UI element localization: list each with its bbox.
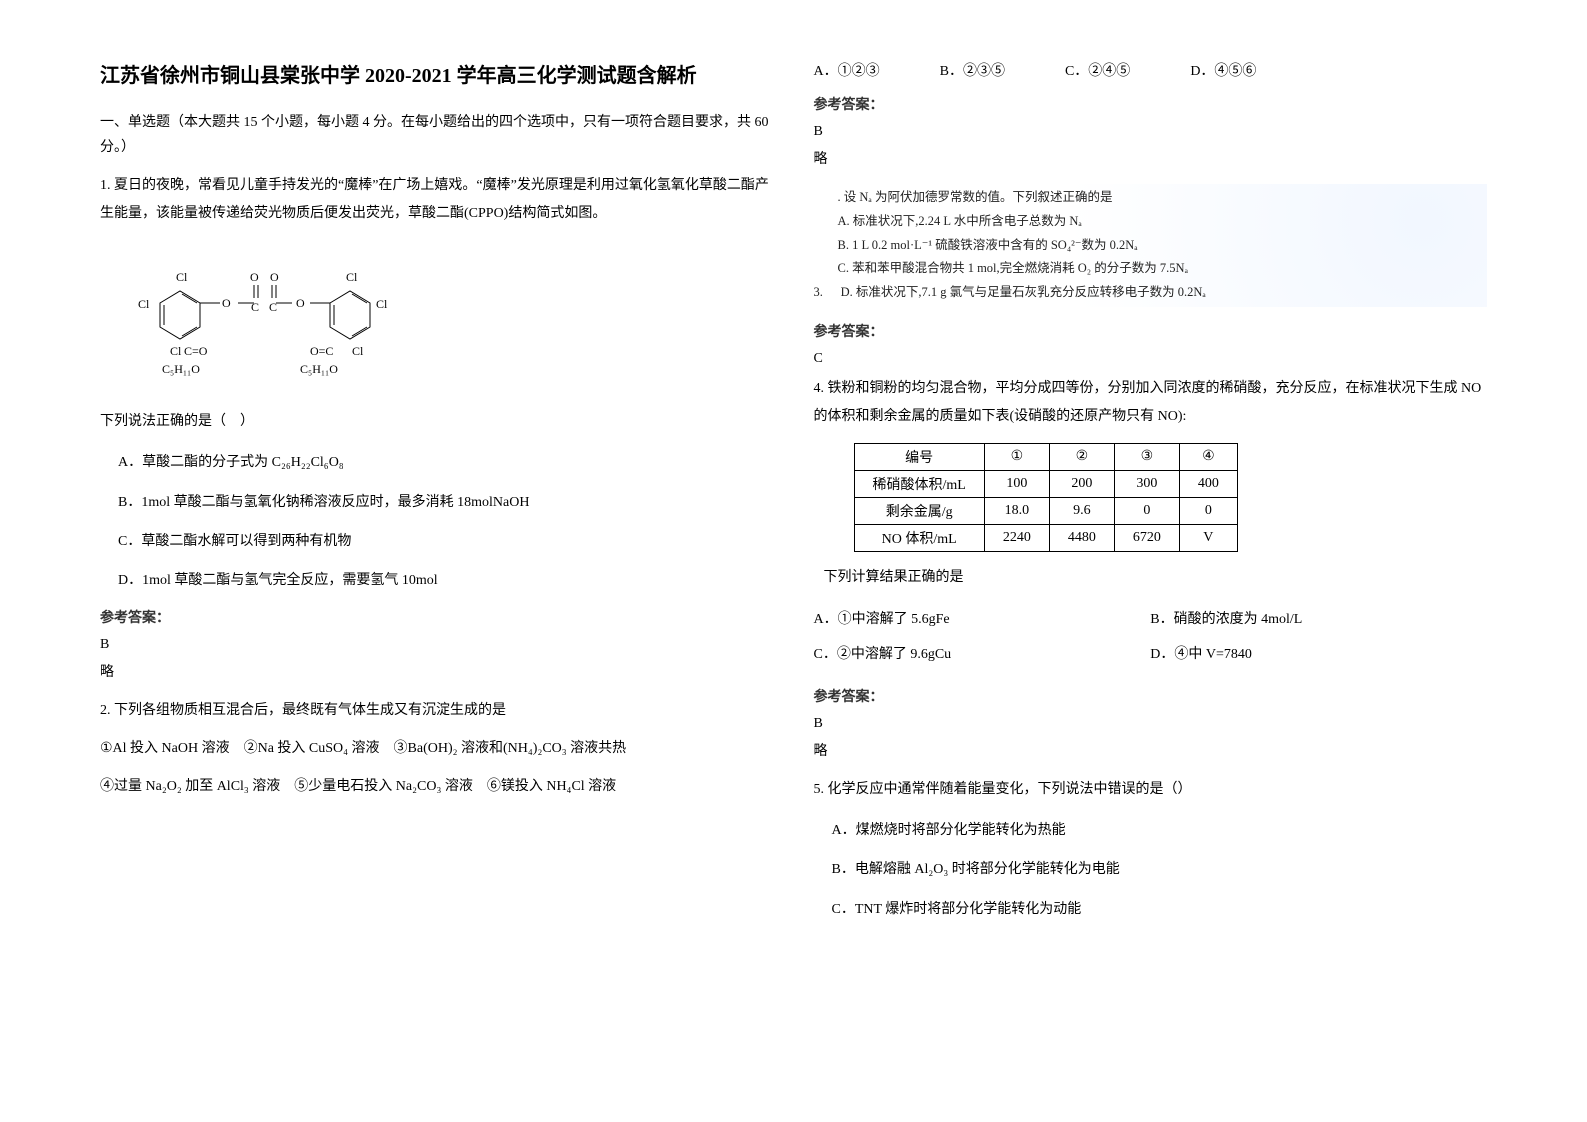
q1-option-b: B．1mol 草酸二酯与氢氧化钠稀溶液反应时，最多消耗 18molNaOH — [100, 490, 774, 515]
q4-option-d: D．④中 V=7840 — [1150, 637, 1487, 672]
table-cell: 稀硝酸体积/mL — [854, 470, 984, 497]
molecule-svg: Cl Cl Cl Cl Cl Cl O O C C O O C=O O=C — [120, 243, 420, 393]
q1-option-c: C．草酸二酯水解可以得到两种有机物 — [100, 529, 774, 554]
q2-choice-a: A．①②③ — [814, 60, 880, 80]
group-c5h11o: C₅H₁₁O — [300, 362, 338, 376]
answer-label: 参考答案： — [100, 607, 774, 627]
table-cell: 0 — [1114, 497, 1179, 524]
table-row: 剩余金属/g 18.0 9.6 0 0 — [854, 497, 1237, 524]
q2-choices: A．①②③ B．②③⑤ C．②④⑤ D．④⑤⑥ — [814, 60, 1488, 80]
q3-intro: . 设 Nₐ 为阿伏加德罗常数的值。下列叙述正确的是 — [838, 186, 1488, 210]
table-cell: 6720 — [1114, 524, 1179, 551]
table-cell: 剩余金属/g — [854, 497, 984, 524]
q3-index: 3. — [814, 281, 838, 305]
table-header: ① — [984, 443, 1049, 470]
table-header: ④ — [1179, 443, 1237, 470]
q4-note: 略 — [814, 740, 1488, 760]
q4-option-b: B．硝酸的浓度为 4mol/L — [1150, 602, 1487, 637]
q2-note: 略 — [814, 148, 1488, 168]
q4-table: 编号 ① ② ③ ④ 稀硝酸体积/mL 100 200 300 400 剩余金属… — [854, 443, 1238, 552]
atom-cl: Cl — [346, 270, 358, 284]
q2-line1: ①Al 投入 NaOH 溶液 ②Na 投入 CuSO₄ 溶液 ③Ba(OH)₂ … — [100, 735, 774, 763]
q3-answer: C — [814, 351, 1488, 367]
table-row: 稀硝酸体积/mL 100 200 300 400 — [854, 470, 1237, 497]
q3-block: . 设 Nₐ 为阿伏加德罗常数的值。下列叙述正确的是 A. 标准状况下,2.24… — [838, 184, 1488, 307]
page: 江苏省徐州市铜山县棠张中学 2020-2021 学年高三化学测试题含解析 一、单… — [0, 0, 1587, 1122]
q4-text: 4. 铁粉和铜粉的均匀混合物，平均分成四等份，分别加入同浓度的稀硝酸，充分反应，… — [814, 375, 1488, 431]
table-cell: 2240 — [984, 524, 1049, 551]
svg-text:C: C — [269, 300, 277, 314]
q3-option-d: D. 标准状况下,7.1 g 氯气与足量石灰乳充分反应转移电子数为 0.2Nₐ — [841, 285, 1206, 299]
atom-cl: Cl — [170, 344, 182, 358]
atom-cl: Cl — [376, 297, 388, 311]
group-co: C=O — [184, 344, 208, 358]
answer-label: 参考答案： — [814, 321, 1488, 341]
q5-option-b: B．电解熔融 Al₂O₃ 时将部分化学能转化为电能 — [814, 857, 1488, 882]
svg-text:C: C — [251, 300, 259, 314]
atom-o: O — [250, 270, 259, 284]
q2-text: 2. 下列各组物质相互混合后，最终既有气体生成又有沉淀生成的是 — [100, 697, 774, 725]
q4-option-c: C．②中溶解了 9.6gCu — [814, 637, 1151, 672]
q5-text: 5. 化学反应中通常伴随着能量变化，下列说法中错误的是（） — [814, 776, 1488, 804]
q2-choice-b: B．②③⑤ — [940, 60, 1005, 80]
q3-option-b: B. 1 L 0.2 mol·L⁻¹ 硫酸铁溶液中含有的 SO₄²⁻数为 0.2… — [838, 234, 1488, 258]
table-cell: 100 — [984, 470, 1049, 497]
q1-stem: 下列说法正确的是（ ） — [100, 408, 774, 436]
q4-stem: 下列计算结果正确的是 — [814, 564, 1488, 592]
q1-option-a: A．草酸二酯的分子式为 C₂₆H₂₂Cl₆O₈ — [100, 450, 774, 475]
table-cell: 200 — [1049, 470, 1114, 497]
q4-answer: B — [814, 716, 1488, 732]
q5-option-a: A．煤燃烧时将部分化学能转化为热能 — [814, 818, 1488, 843]
table-header: 编号 — [854, 443, 984, 470]
q1-molecule-diagram: Cl Cl Cl Cl Cl Cl O O C C O O C=O O=C — [120, 243, 774, 393]
atom-o: O — [270, 270, 279, 284]
table-cell: NO 体积/mL — [854, 524, 984, 551]
atom-o: O — [222, 296, 231, 310]
table-header: ③ — [1114, 443, 1179, 470]
q4-options: A．①中溶解了 5.6gFe B．硝酸的浓度为 4mol/L C．②中溶解了 9… — [814, 602, 1488, 672]
table-row: NO 体积/mL 2240 4480 6720 V — [854, 524, 1237, 551]
table-cell: V — [1179, 524, 1237, 551]
table-header-row: 编号 ① ② ③ ④ — [854, 443, 1237, 470]
q2-choice-c: C．②④⑤ — [1065, 60, 1130, 80]
q2-line2: ④过量 Na₂O₂ 加至 AlCl₃ 溶液 ⑤少量电石投入 Na₂CO₃ 溶液 … — [100, 773, 774, 801]
q1-text: 1. 夏日的夜晚，常看见儿童手持发光的“魔棒”在广场上嬉戏。“魔棒”发光原理是利… — [100, 172, 774, 228]
q5-option-c: C．TNT 爆炸时将部分化学能转化为动能 — [814, 897, 1488, 922]
q3-option-a: A. 标准状况下,2.24 L 水中所含电子总数为 Nₐ — [838, 210, 1488, 234]
section-1-header: 一、单选题（本大题共 15 个小题，每小题 4 分。在每小题给出的四个选项中，只… — [100, 110, 774, 160]
answer-label: 参考答案： — [814, 94, 1488, 114]
table-cell: 300 — [1114, 470, 1179, 497]
q3-option-c: C. 苯和苯甲酸混合物共 1 mol,完全燃烧消耗 O₂ 的分子数为 7.5Nₐ — [838, 257, 1488, 281]
answer-label: 参考答案： — [814, 686, 1488, 706]
q1-note: 略 — [100, 661, 774, 681]
q1-option-d: D．1mol 草酸二酯与氢气完全反应，需要氢气 10mol — [100, 568, 774, 593]
group-oc: O=C — [310, 344, 333, 358]
left-column: 江苏省徐州市铜山县棠张中学 2020-2021 学年高三化学测试题含解析 一、单… — [80, 60, 794, 1062]
document-title: 江苏省徐州市铜山县棠张中学 2020-2021 学年高三化学测试题含解析 — [100, 60, 774, 92]
q1-answer: B — [100, 637, 774, 653]
atom-cl: Cl — [138, 297, 150, 311]
table-cell: 9.6 — [1049, 497, 1114, 524]
table-cell: 4480 — [1049, 524, 1114, 551]
q2-answer: B — [814, 124, 1488, 140]
table-header: ② — [1049, 443, 1114, 470]
q4-option-a: A．①中溶解了 5.6gFe — [814, 602, 1151, 637]
table-cell: 400 — [1179, 470, 1237, 497]
q2-choice-d: D．④⑤⑥ — [1190, 60, 1256, 80]
table-cell: 18.0 — [984, 497, 1049, 524]
right-column: A．①②③ B．②③⑤ C．②④⑤ D．④⑤⑥ 参考答案： B 略 . 设 Nₐ… — [794, 60, 1508, 1062]
table-cell: 0 — [1179, 497, 1237, 524]
atom-cl: Cl — [176, 270, 188, 284]
group-c5h11o: C₅H₁₁O — [162, 362, 200, 376]
atom-o: O — [296, 296, 305, 310]
atom-cl: Cl — [352, 344, 364, 358]
